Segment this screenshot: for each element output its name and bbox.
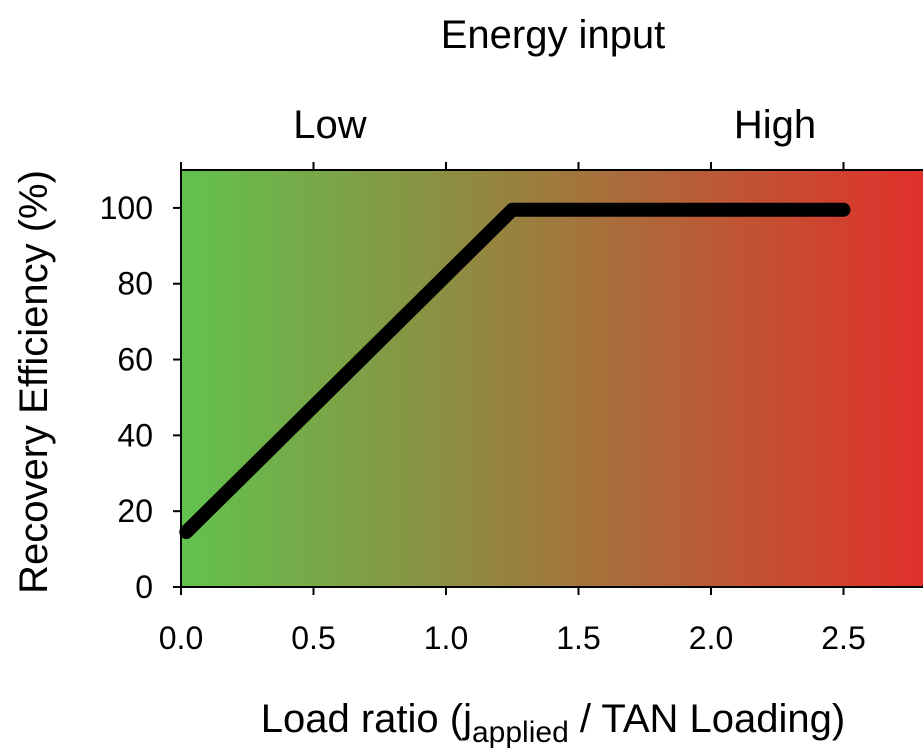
x-tick-label: 0.0 [159,620,203,656]
y-tick-label: 20 [117,493,153,529]
series-line [179,202,851,540]
x-ticks: 0.0 0.5 1.0 1.5 2.0 2.5 [159,587,866,656]
x-axis-title: Load ratio (japplied / TAN Loading) [261,697,845,749]
y-axis-title: Recovery Efficiency (%) [12,170,56,594]
x-tick-label: 1.5 [556,620,600,656]
y-ticks: 0 20 40 60 80 100 [100,190,181,605]
x-tick-label: 0.5 [291,620,335,656]
y-tick-label: 100 [100,190,153,226]
y-tick-label: 60 [117,342,153,378]
series-group [179,202,851,540]
x-tick-label: 2.0 [689,620,733,656]
x-axis-title-prefix: Load ratio (j [261,697,472,741]
top-axis-label-low: Low [293,103,366,147]
y-tick-label: 80 [117,266,153,302]
top-ticks [180,162,845,170]
x-tick-label: 1.0 [424,620,468,656]
axes [180,169,923,588]
x-axis-title-suffix: / TAN Loading) [569,697,845,741]
y-tick-label: 0 [135,569,153,605]
y-tick-label: 40 [117,417,153,453]
plot-background [181,170,923,587]
x-tick-label: 2.5 [821,620,865,656]
top-axis-label-high: High [734,103,816,147]
chart-title: Energy input [441,13,666,57]
x-axis-title-subscript: applied [472,716,569,749]
